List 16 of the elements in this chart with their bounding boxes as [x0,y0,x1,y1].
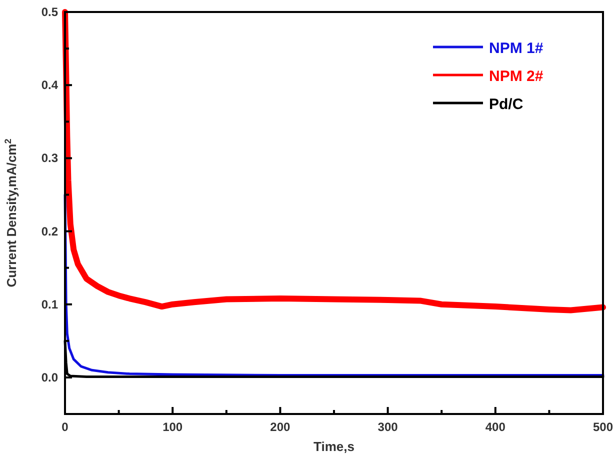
y-tick-label: 0.4 [41,78,58,92]
legend-label: Pd/C [489,96,524,113]
x-tick-label: 0 [62,420,69,434]
y-tick-label: 0.3 [41,151,58,166]
x-axis-title: Time,s [314,439,354,454]
legend-label: NPM 2# [489,68,544,85]
x-tick-label: 400 [485,420,506,434]
x-tick-label: 100 [162,420,183,434]
y-tick-label: 0.1 [41,297,58,312]
x-tick-label: 500 [592,420,614,434]
y-tick-label: 0.5 [41,5,58,19]
y-tick-label: 0.0 [41,370,58,384]
legend-label: NPM 1# [489,40,544,57]
y-tick-label: 0.2 [41,224,58,238]
x-tick-label: 300 [378,420,398,434]
x-tick-label: 200 [270,420,291,434]
